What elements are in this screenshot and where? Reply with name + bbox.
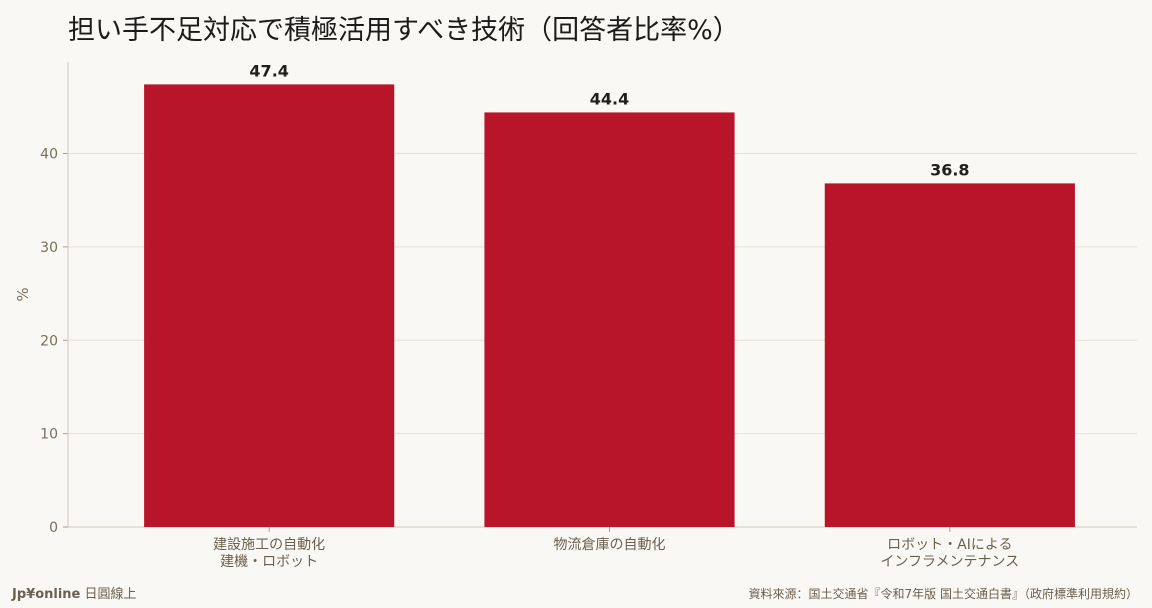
data-label: 47.4 (249, 61, 288, 80)
brand-subtitle: 日圓線上 (80, 587, 137, 602)
data-label: 36.8 (930, 160, 969, 179)
brand-name: Jp¥online (12, 587, 81, 602)
y-tick-label: 0 (49, 520, 58, 536)
data-label: 44.4 (590, 89, 629, 108)
y-tick-label: 20 (40, 333, 58, 349)
x-tick-label: 物流倉庫の自動化 (554, 536, 666, 553)
bars (144, 84, 1075, 527)
bar (824, 183, 1075, 527)
x-tick-label: ロボット・AIによる (887, 537, 1012, 553)
x-tick-label: インフラメンテナンス (880, 554, 1019, 570)
bar (484, 112, 735, 527)
y-axis-label: % (14, 287, 32, 301)
y-tick-label: 30 (40, 240, 58, 256)
x-tick-label: 建機・ロボット (220, 554, 318, 570)
x-tick-label: 建設施工の自動化 (213, 537, 325, 553)
bar (144, 84, 395, 527)
y-tick-label: 40 (40, 147, 58, 163)
y-tick-label: 10 (40, 427, 58, 443)
source-note: 資料來源：国土交通省『令和7年版 国土交通白書』（政府標準利用規約） (748, 587, 1138, 601)
chart-title: 担い手不足対応で積極活用すべき技術（回答者比率%） (68, 15, 740, 46)
brand-footer: Jp¥online 日圓線上 (12, 583, 137, 602)
